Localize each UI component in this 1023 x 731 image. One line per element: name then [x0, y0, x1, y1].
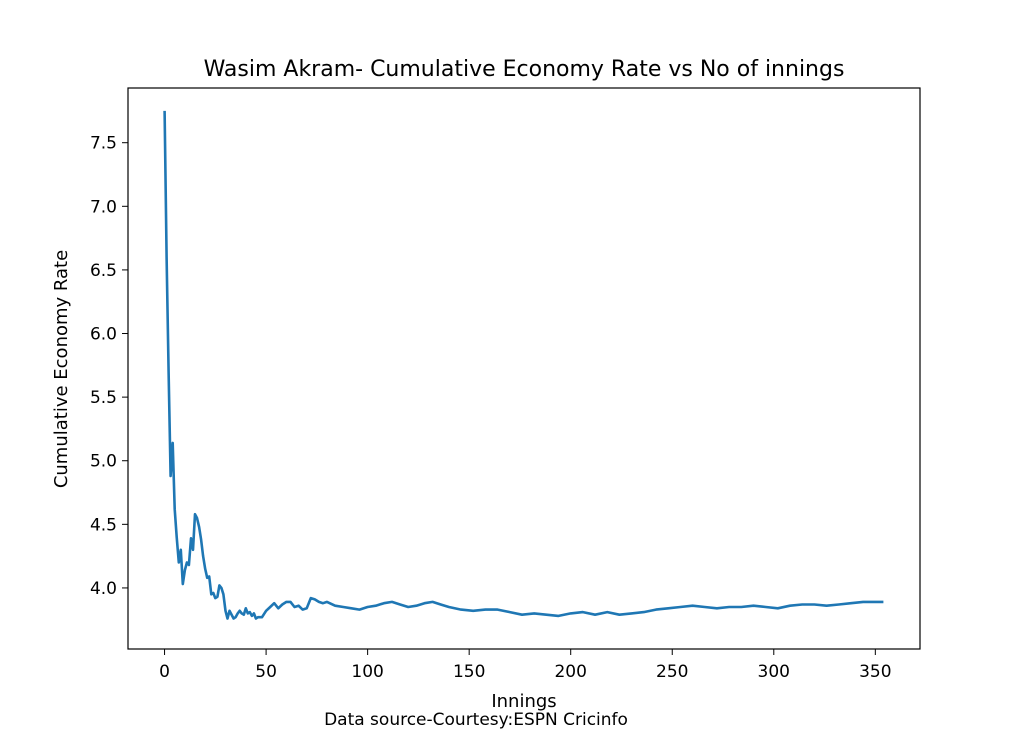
y-tick-label: 6.0 [90, 325, 117, 345]
chart-title: Wasim Akram- Cumulative Economy Rate vs … [204, 57, 845, 82]
data-source-caption: Data source-Courtesy:ESPN Cricinfo [324, 710, 628, 730]
x-tick-label: 250 [656, 662, 688, 682]
y-axis-label: Cumulative Economy Rate [51, 250, 72, 488]
y-tick-label: 5.0 [90, 452, 117, 472]
x-tick-label: 100 [351, 662, 383, 682]
y-tick-label: 5.5 [90, 388, 117, 408]
x-tick-label: 350 [859, 662, 891, 682]
economy-rate-line-0 [163, 110, 884, 620]
axes-frame [127, 87, 921, 650]
x-tick-label: 150 [453, 662, 485, 682]
x-axis-label: Innings [491, 691, 556, 712]
x-tick-label: 50 [255, 662, 277, 682]
y-tick-label: 7.5 [90, 134, 117, 154]
y-tick-label: 4.5 [90, 515, 117, 535]
x-tick-label: 0 [159, 662, 170, 682]
y-tick-label: 6.5 [90, 261, 117, 281]
plot-area [163, 110, 884, 620]
y-tick-label: 7.0 [90, 197, 117, 217]
axis-ticks: 0 50 100 150 200 250 300 350 4.0 4.5 5.0 5.5 6.0 6.5 7… [90, 134, 892, 682]
y-tick-label: 4.0 [90, 579, 117, 599]
x-tick-label: 300 [758, 662, 790, 682]
x-tick-label: 200 [554, 662, 586, 682]
